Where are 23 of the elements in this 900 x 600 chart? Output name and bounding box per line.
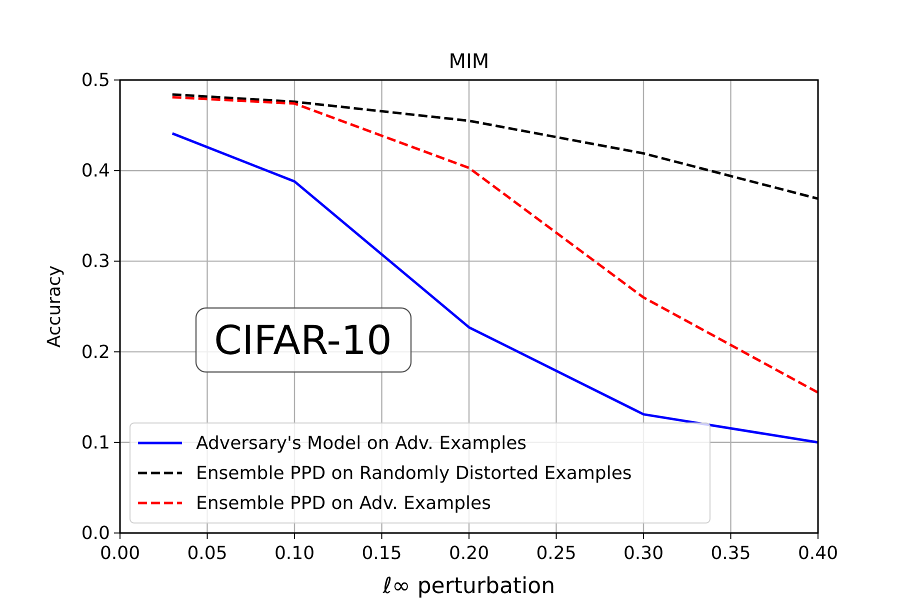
x-axis-title: ℓ∞ perturbation — [382, 574, 556, 599]
y-tick-label: 0.4 — [81, 160, 110, 182]
y-tick-label: 0.0 — [81, 523, 110, 544]
legend-label: Ensemble PPD on Adv. Examples — [196, 493, 492, 514]
x-tick-label: 0.15 — [362, 543, 402, 564]
x-tick-label: 0.00 — [100, 543, 140, 564]
y-tick-label: 0.1 — [81, 432, 110, 454]
y-tick-label: 0.5 — [81, 70, 110, 91]
line-series — [171, 96, 820, 394]
x-tick-label: 0.35 — [710, 543, 751, 564]
annotation: CIFAR-10 — [214, 318, 392, 364]
x-tick-label: 0.25 — [536, 543, 576, 564]
x-tick-label: 0.20 — [448, 543, 490, 564]
x-tick-label: 0.10 — [274, 543, 315, 564]
legend-label: Ensemble PPD on Randomly Distorted Examples — [196, 463, 632, 484]
chart-title: MIM — [448, 49, 490, 73]
x-tick-label: 0.40 — [798, 543, 838, 564]
y-tick-label: 0.3 — [81, 251, 110, 272]
x-tick-label: 0.30 — [623, 543, 664, 564]
y-tick-label: 0.2 — [81, 342, 110, 363]
legend-label: Adversary's Model on Adv. Examples — [196, 433, 527, 454]
y-axis-title: Accuracy — [44, 265, 65, 348]
x-tick-label: 0.05 — [187, 543, 228, 564]
